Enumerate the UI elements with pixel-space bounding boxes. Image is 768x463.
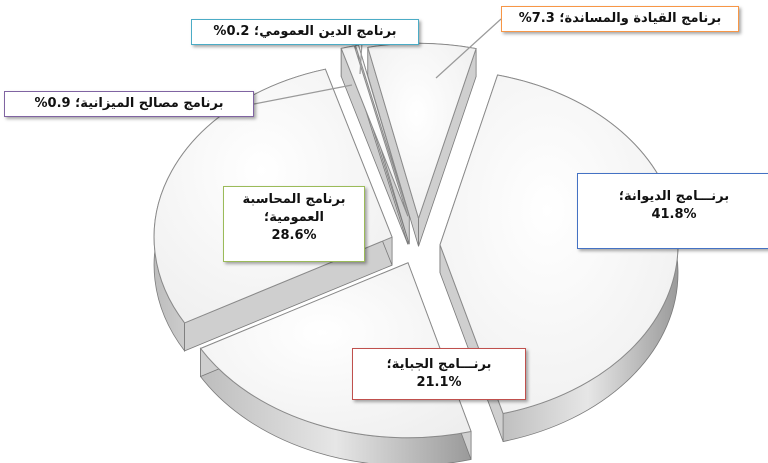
- slice-label-dayn: برنامج الدين العمومي؛ 0.2%: [191, 19, 419, 45]
- slice-name-dayn: برنامج الدين العمومي؛: [254, 24, 397, 39]
- slice-value-jibaya: 21.1%: [416, 375, 462, 390]
- slice-value-qiyada: 7.3%: [518, 11, 555, 26]
- slice-label-mizaniya: برنامج مصالح الميزانية؛ 0.9%: [4, 91, 254, 117]
- slice-value-mizaniya: 0.9%: [34, 96, 71, 111]
- slice-label-diwana: برنـــامج الديوانة؛ 41.8%: [577, 173, 768, 249]
- slice-value-muhasaba: 28.6%: [271, 228, 317, 243]
- leader-line-dayn: [359, 41, 363, 75]
- slice-value-dayn: 0.2%: [213, 24, 250, 39]
- slice-name-qiyada: برنامج القيادة والمساندة؛: [559, 11, 722, 26]
- slice-dayn: [354, 44, 410, 217]
- slice-name-diwana: برنـــامج الديوانة؛: [618, 189, 730, 204]
- slice-value-diwana: 41.8%: [651, 207, 697, 222]
- slice-label-qiyada: برنامج القيادة والمساندة؛ 7.3%: [501, 6, 739, 32]
- slice-name-muhasaba: برنامج المحاسبة العمومية؛: [242, 192, 346, 225]
- leader-line-mizaniya: [253, 84, 353, 105]
- leader-line-qiyada: [435, 18, 502, 79]
- slice-label-jibaya: برنـــامج الجباية؛ 21.1%: [352, 348, 526, 400]
- slice-name-mizaniya: برنامج مصالح الميزانية؛: [75, 96, 224, 111]
- slice-name-jibaya: برنـــامج الجباية؛: [386, 357, 492, 372]
- slice-mizaniya: [340, 45, 409, 217]
- slice-label-muhasaba: برنامج المحاسبة العمومية؛ 28.6%: [223, 186, 365, 262]
- slice-qiyada: [367, 42, 477, 221]
